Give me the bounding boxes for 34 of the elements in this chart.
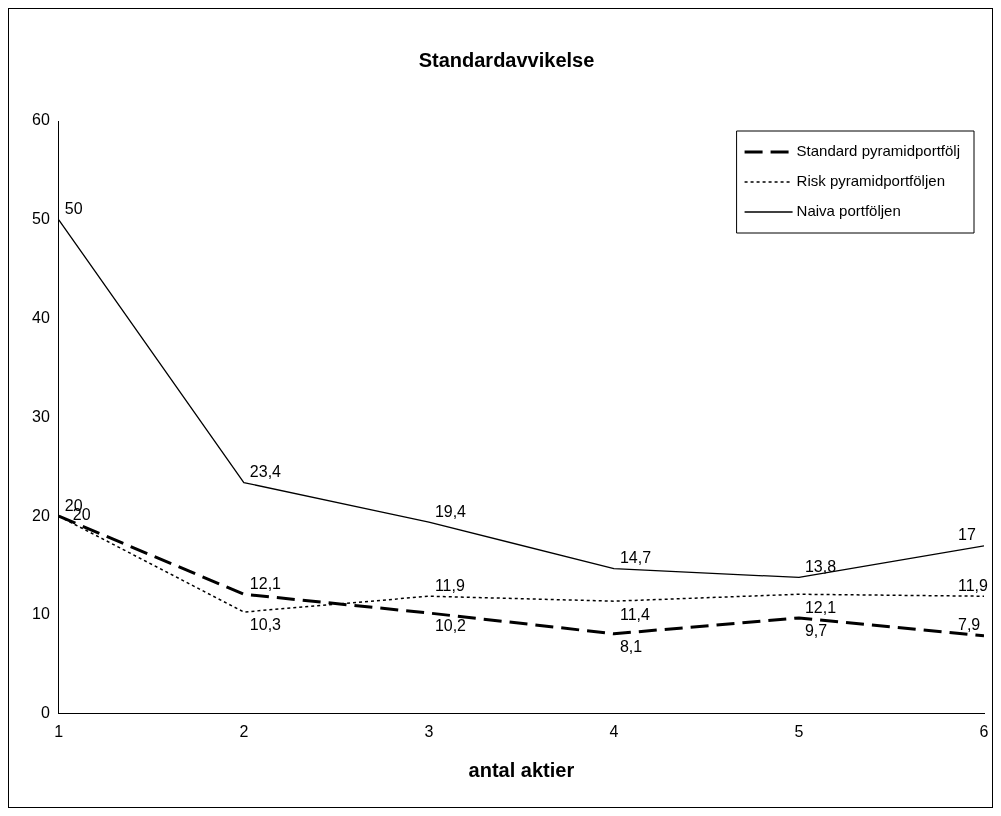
data-label: 11,4 [619, 605, 650, 623]
data-label: 12,1 [804, 598, 837, 616]
data-label: 9,7 [804, 622, 828, 640]
data-label: 8,1 [619, 638, 643, 656]
x-tick-label: 1 [54, 722, 64, 740]
data-label: 50 [64, 200, 83, 218]
data-label: 10,2 [434, 617, 467, 635]
data-label: 12,1 [249, 574, 282, 592]
chart-title: Standardavvikelse [418, 48, 595, 71]
data-label: 23,4 [249, 463, 282, 481]
data-label: 19,4 [434, 502, 467, 520]
y-tick-label: 0 [40, 704, 50, 722]
x-tick-label: 6 [979, 722, 989, 740]
legend-label: Risk pyramidportföljen [796, 172, 945, 190]
y-tick-label: 40 [32, 309, 50, 327]
data-label: 17 [958, 526, 976, 544]
data-label: 11,9 [958, 576, 989, 594]
data-label: 7,9 [958, 616, 981, 634]
x-tick-label: 2 [239, 722, 249, 740]
x-tick-label: 5 [794, 722, 804, 740]
y-tick-label: 20 [32, 506, 50, 524]
x-tick-label: 3 [424, 722, 434, 740]
data-label: 10,3 [249, 616, 282, 634]
y-tick-label: 30 [32, 407, 50, 425]
legend-label: Naiva portföljen [796, 202, 901, 220]
data-label: 14,7 [619, 548, 652, 566]
legend-label: Standard pyramidportfölj [796, 142, 960, 160]
y-tick-label: 10 [32, 605, 50, 623]
x-axis-title: antal aktier [468, 758, 575, 781]
y-tick-label: 50 [32, 210, 50, 228]
data-label: 11,9 [434, 576, 465, 594]
x-tick-label: 4 [609, 722, 619, 740]
y-tick-label: 60 [32, 111, 50, 129]
data-label: 13,8 [804, 557, 837, 575]
